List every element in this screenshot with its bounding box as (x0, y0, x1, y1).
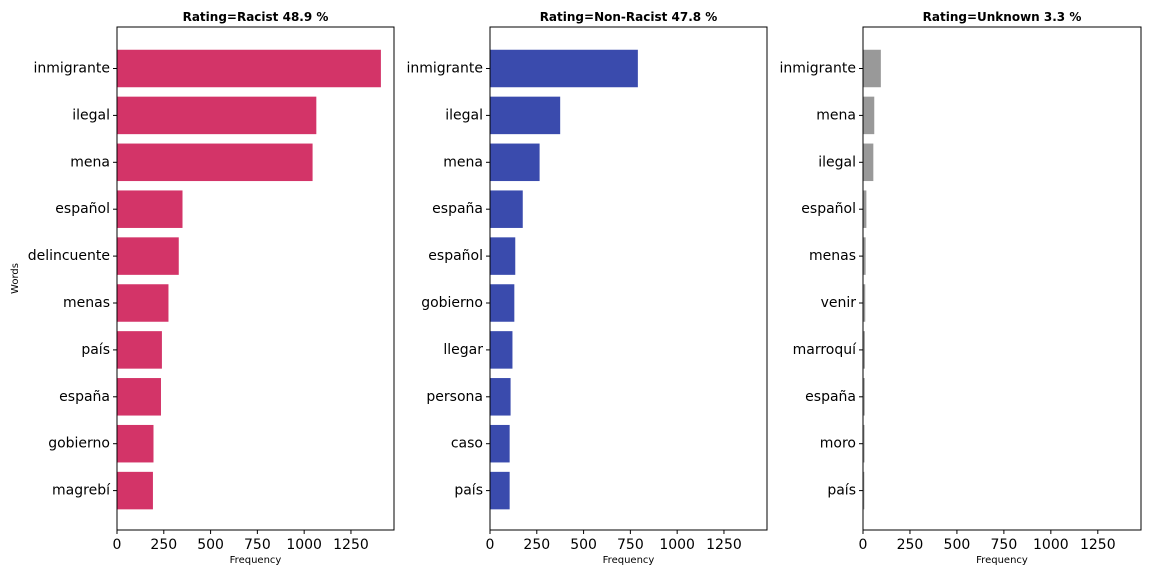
x-tick-label: 500 (570, 537, 597, 553)
bar-delincuente (117, 237, 179, 275)
plot-frame (489, 26, 768, 531)
chart-title: Rating=Non-Racist 47.8 % (540, 10, 718, 24)
bar-ilegal (117, 96, 317, 135)
bar-españa (490, 190, 523, 228)
x-tick-label: 1250 (1080, 537, 1116, 553)
x-axis-label: Frequency (230, 555, 282, 566)
x-tick-label: 250 (150, 537, 177, 553)
y-tick-label: españa (59, 389, 110, 405)
bar-país (863, 471, 865, 510)
x-tick-label: 1000 (286, 537, 322, 553)
y-tick-label: ilegal (72, 107, 110, 123)
x-tick-label: 0 (859, 537, 868, 553)
y-tick-label: moro (820, 436, 856, 452)
bar-español (117, 190, 183, 228)
y-tick-label: españa (805, 389, 856, 405)
y-tick-label: persona (426, 389, 483, 405)
y-tick-label: venir (821, 295, 857, 311)
bar-inmigrante (117, 49, 381, 88)
y-tick-label: español (55, 201, 110, 217)
y-tick-label: mena (443, 154, 483, 170)
bar-caso (490, 424, 510, 463)
bar-moro (863, 424, 865, 463)
x-axis-label: Frequency (603, 555, 655, 566)
x-tick-label: 250 (897, 537, 924, 553)
bar-persona (490, 378, 511, 416)
x-tick-label: 1250 (706, 537, 742, 553)
bar-gobierno (490, 284, 515, 322)
y-tick-label: ilegal (445, 107, 483, 123)
plot-frame (116, 26, 395, 531)
y-tick-label: país (827, 483, 856, 499)
y-tick-label: marroquí (793, 342, 858, 358)
x-tick-label: 250 (523, 537, 550, 553)
bar-inmigrante (490, 49, 638, 88)
x-tick-label: 1000 (659, 537, 695, 553)
chart-title: Rating=Unknown 3.3 % (923, 10, 1082, 24)
y-tick-label: gobierno (48, 436, 110, 452)
y-tick-label: inmigrante (780, 61, 857, 77)
bar-menas (863, 237, 866, 275)
bar-llegar (490, 331, 513, 369)
bar-españa (117, 378, 161, 416)
x-tick-label: 0 (113, 537, 122, 553)
y-tick-label: país (81, 342, 110, 358)
y-tick-label: delincuente (28, 248, 110, 264)
y-tick-label: españa (432, 201, 483, 217)
bar-magrebí (117, 471, 153, 510)
bar-ilegal (863, 143, 874, 182)
x-tick-label: 0 (486, 537, 495, 553)
bar-ilegal (490, 96, 561, 135)
y-axis-label: Words (10, 263, 21, 294)
y-tick-label: menas (63, 295, 110, 311)
bar-español (863, 190, 867, 228)
bar-mena (490, 143, 540, 182)
y-tick-label: español (428, 248, 483, 264)
x-axis-label: Frequency (976, 555, 1028, 566)
bar-gobierno (117, 424, 154, 463)
x-tick-label: 1250 (333, 537, 369, 553)
x-tick-label: 750 (617, 537, 644, 553)
x-tick-label: 500 (197, 537, 224, 553)
y-tick-label: mena (816, 107, 856, 123)
y-tick-label: ilegal (818, 154, 856, 170)
bar-país (117, 331, 162, 369)
y-tick-label: inmigrante (407, 61, 484, 77)
chart-title: Rating=Racist 48.9 % (183, 10, 329, 24)
bar-venir (863, 284, 866, 322)
x-tick-label: 750 (991, 537, 1018, 553)
y-tick-label: español (801, 201, 856, 217)
bar-menas (117, 284, 169, 322)
y-tick-label: país (454, 483, 483, 499)
bar-inmigrante (863, 49, 881, 88)
y-tick-label: mena (70, 154, 110, 170)
y-tick-label: inmigrante (34, 61, 111, 77)
x-tick-label: 750 (244, 537, 271, 553)
bar-marroquí (863, 331, 865, 369)
y-tick-label: menas (809, 248, 856, 264)
bar-país (490, 471, 510, 510)
bar-mena (117, 143, 313, 182)
bar-españa (863, 378, 865, 416)
bar-español (490, 237, 516, 275)
plot-frame (862, 26, 1142, 531)
y-tick-label: llegar (443, 342, 483, 358)
y-tick-label: magrebí (52, 483, 111, 499)
x-tick-label: 1000 (1033, 537, 1069, 553)
y-tick-label: gobierno (421, 295, 483, 311)
bar-mena (863, 96, 875, 135)
x-tick-label: 500 (944, 537, 971, 553)
y-tick-label: caso (451, 436, 483, 452)
